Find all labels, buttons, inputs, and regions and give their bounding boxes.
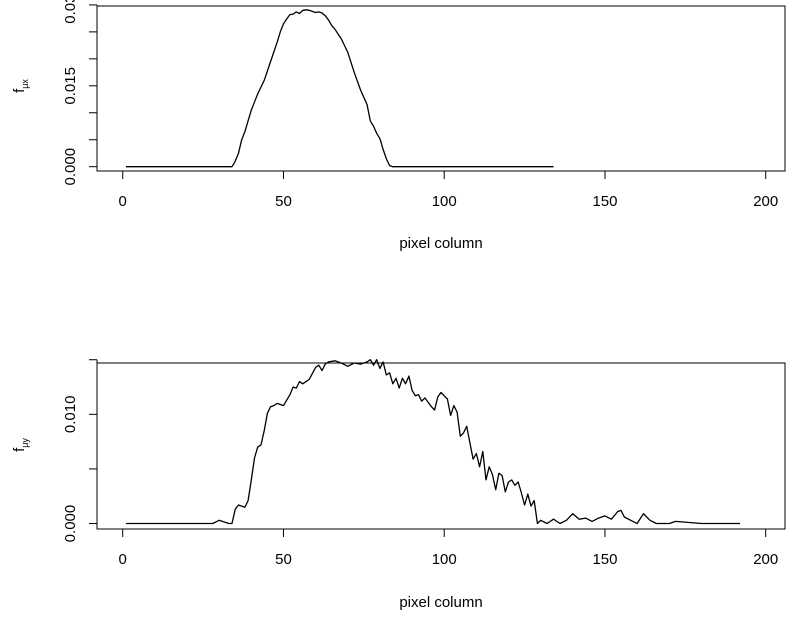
y-axis-label-sub: μy xyxy=(20,438,30,448)
panel-mu-y: 0 50 100 150 200 0.000 0.010 pixel colum… xyxy=(11,359,786,611)
y-tick-label: 0.030 xyxy=(62,0,79,24)
y-axis-label-main: f xyxy=(11,447,28,452)
x-axis-label-mu-y: pixel column xyxy=(399,594,482,611)
y-ticks-mu-x xyxy=(89,4,97,168)
x-axis-label-mu-x: pixel column xyxy=(399,235,482,252)
plot-frame-mu-y xyxy=(96,362,786,530)
y-tick-label: 0.000 xyxy=(62,505,79,543)
y-axis-label-main: f xyxy=(11,88,28,93)
y-axis-label-mu-y: fμy xyxy=(11,438,30,452)
y-tick-label: 0.010 xyxy=(62,396,79,434)
x-tick-label: 50 xyxy=(275,193,292,210)
x-tick-labels-mu-x: 0 50 100 150 200 xyxy=(119,193,779,210)
x-tick-label: 50 xyxy=(275,551,292,568)
y-tick-label: 0.000 xyxy=(62,148,79,186)
x-tick-labels-mu-y: 0 50 100 150 200 xyxy=(119,551,779,568)
y-axis-label-mu-x: fμx xyxy=(11,79,30,93)
series-line-mu-y xyxy=(125,359,740,525)
y-tick-labels-mu-y: 0.000 0.010 xyxy=(62,396,79,543)
x-tick-label: 100 xyxy=(432,551,457,568)
x-tick-label: 100 xyxy=(432,193,457,210)
x-tick-label: 200 xyxy=(753,193,778,210)
x-tick-label: 0 xyxy=(119,193,127,210)
y-axis-label-sub: μx xyxy=(20,79,30,89)
series-line-mu-x xyxy=(125,9,554,168)
y-ticks-mu-y xyxy=(89,359,97,525)
x-tick-label: 0 xyxy=(119,551,127,568)
x-tick-label: 150 xyxy=(592,551,617,568)
x-ticks-mu-y xyxy=(122,529,767,537)
panel-mu-x: 0 50 100 150 200 0.000 0.015 0.030 pixel… xyxy=(11,0,786,252)
y-tick-label: 0.015 xyxy=(62,67,79,105)
plot-frame-mu-x xyxy=(96,5,786,172)
x-ticks-mu-x xyxy=(122,171,767,179)
x-tick-label: 150 xyxy=(592,193,617,210)
y-tick-labels-mu-x: 0.000 0.015 0.030 xyxy=(62,0,79,185)
x-tick-label: 200 xyxy=(753,551,778,568)
